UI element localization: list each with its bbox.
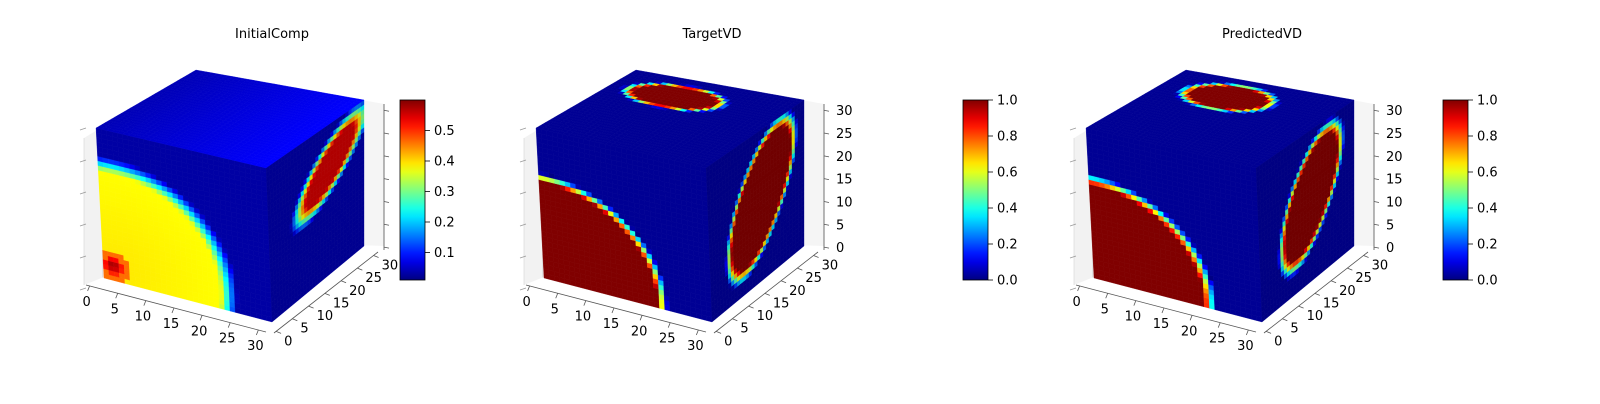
colorbar-tick-label: 0.4 xyxy=(434,155,455,170)
pane-tick xyxy=(80,128,86,130)
z-tick xyxy=(384,179,389,180)
x-tick xyxy=(256,330,258,335)
chart-title: InitialComp xyxy=(235,27,309,42)
x-tick-label: 15 xyxy=(163,317,180,332)
y-tick-label: 30 xyxy=(382,258,399,273)
y-tick-label: 20 xyxy=(349,284,366,299)
colorbar-tick-label: 0.3 xyxy=(434,185,455,200)
colorbar-gradient xyxy=(963,100,988,280)
y-tick xyxy=(341,281,346,283)
y-tick-label: 0 xyxy=(284,334,292,349)
colorbar: 0.1 0.2 0.3 0.4 0.5 xyxy=(400,100,455,280)
x-tick-label: 10 xyxy=(135,310,152,325)
pane-tick xyxy=(80,288,86,290)
colorbar-tick-label: 1.0 xyxy=(997,94,1018,109)
y-tick xyxy=(357,268,362,270)
y-tick-label: 15 xyxy=(333,296,350,311)
x-tick xyxy=(144,301,146,306)
y-tick xyxy=(276,331,281,333)
x-tick xyxy=(172,308,174,313)
colorbar-tick-label: 0.2 xyxy=(434,216,455,231)
x-tick xyxy=(88,286,90,291)
x-tick-label: 0 xyxy=(82,295,90,310)
x-tick-label: 5 xyxy=(111,302,119,317)
x-tick-label: 25 xyxy=(219,332,236,347)
colorbar-tick-label: 0.1 xyxy=(434,246,455,261)
colorbar-tick-label: 0.8 xyxy=(997,130,1018,145)
x-tick xyxy=(116,293,118,298)
z-tick xyxy=(384,110,389,111)
chart-title: TargetVD xyxy=(681,27,741,42)
colorbar-tick-label: 0.4 xyxy=(997,202,1018,217)
y-tick xyxy=(325,293,330,295)
y-tick-label: 10 xyxy=(317,309,334,324)
z-tick xyxy=(384,247,389,248)
voxel-faces xyxy=(96,70,364,322)
x-tick xyxy=(200,315,202,320)
z-tick xyxy=(384,201,389,202)
y-tick xyxy=(374,255,379,257)
z-tick xyxy=(384,156,389,157)
z-tick xyxy=(384,224,389,225)
y-tick-label: 25 xyxy=(365,271,382,286)
colorbar: 0.0 0.2 0.4 0.6 0.8 1.0 xyxy=(963,94,1018,289)
y-tick xyxy=(309,306,314,308)
colorbar-gradient xyxy=(400,100,425,280)
y-tick xyxy=(292,319,297,321)
voxel-faces xyxy=(536,70,804,322)
x-tick xyxy=(228,323,230,328)
x-tick-label: 30 xyxy=(247,339,264,354)
colorbar-tick-label: 0.2 xyxy=(997,238,1018,253)
colorbar-tick-label: 0.0 xyxy=(997,274,1018,289)
z-tick xyxy=(384,133,389,134)
x-tick-label: 20 xyxy=(191,324,208,339)
colorbar-tick-label: 0.6 xyxy=(997,166,1018,181)
colorbar-tick-label: 0.5 xyxy=(434,124,455,139)
y-tick-label: 5 xyxy=(300,322,308,337)
